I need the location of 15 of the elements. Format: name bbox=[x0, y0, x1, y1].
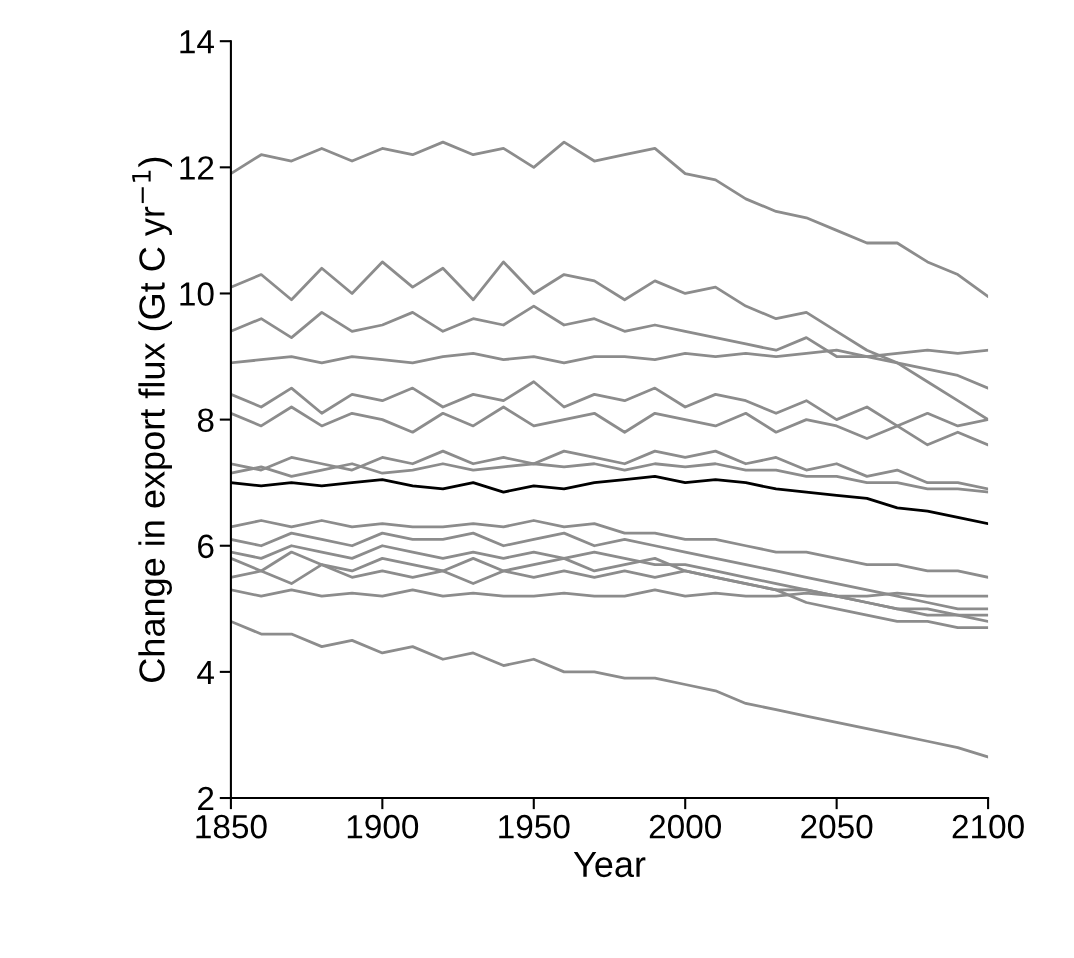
x-tick-label: 1900 bbox=[347, 814, 419, 839]
y-tick-label: 2 bbox=[198, 786, 214, 811]
y-tick-label: 6 bbox=[198, 534, 214, 559]
x-tick-label: 2050 bbox=[801, 814, 873, 839]
y-tick-label: 12 bbox=[180, 156, 214, 180]
y-tick-label: 10 bbox=[180, 282, 214, 306]
x-tick-label: 2000 bbox=[649, 814, 721, 839]
y-axis-title: Change in export flux (Gt C yr$^{−1}$) bbox=[132, 157, 172, 682]
x-tick-label: 1850 bbox=[196, 814, 267, 839]
y-tick-label: 8 bbox=[197, 408, 214, 433]
y-tick-label: 14 bbox=[180, 30, 214, 54]
x-tick-label: 1950 bbox=[499, 814, 570, 839]
x-tick-label: 2100 bbox=[952, 814, 1024, 839]
y-tick-label: 4 bbox=[197, 661, 214, 684]
x-axis-title: Year bbox=[573, 851, 646, 878]
